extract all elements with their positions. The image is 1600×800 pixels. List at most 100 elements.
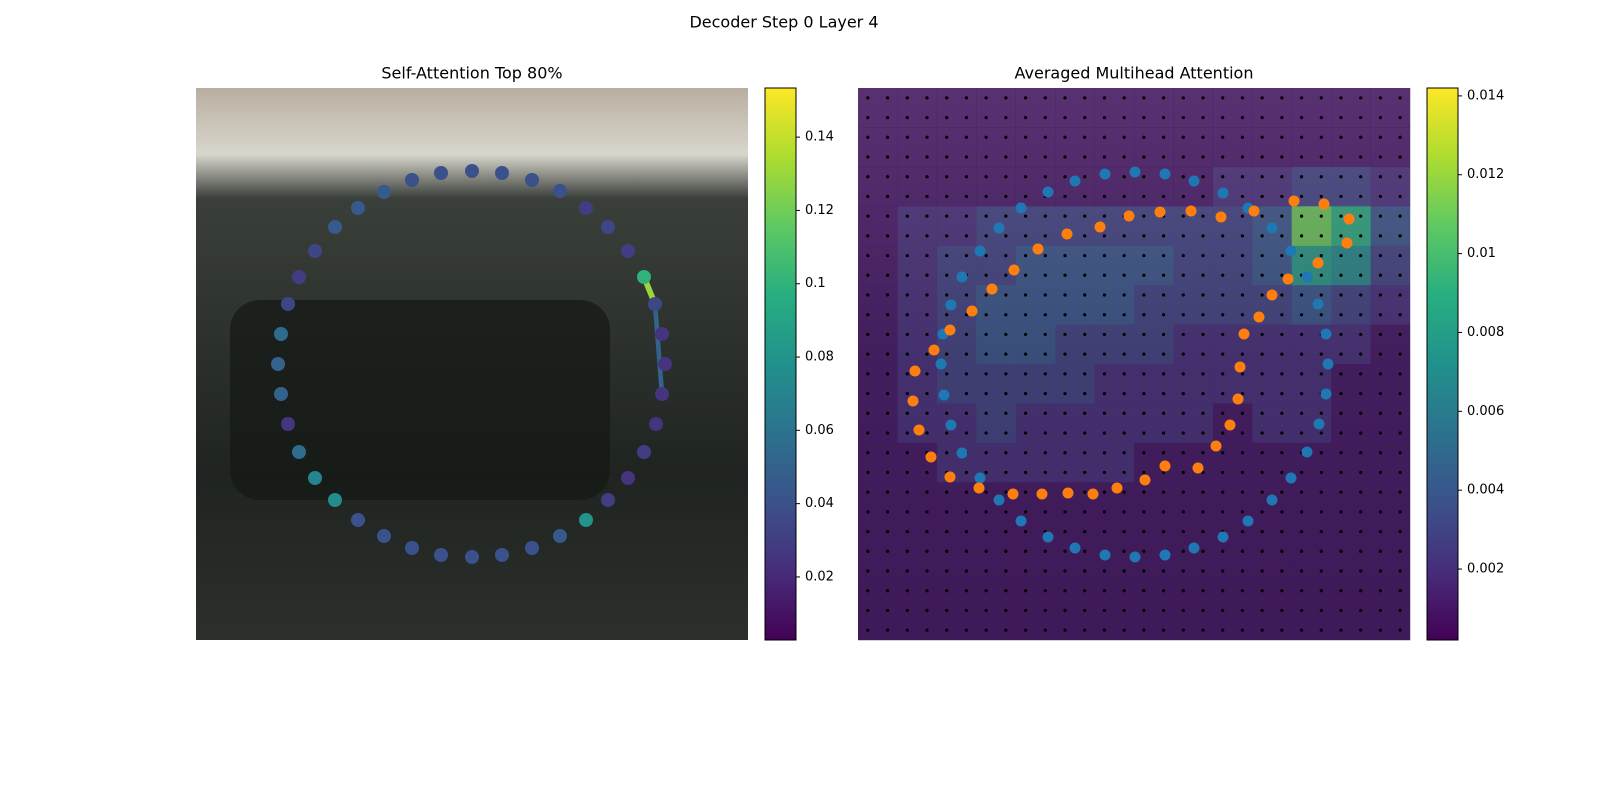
heat-cell bbox=[1015, 324, 1056, 365]
point bbox=[1285, 245, 1297, 257]
grid-dot bbox=[866, 135, 870, 139]
heat-cell bbox=[897, 403, 938, 444]
heat-cell bbox=[1055, 442, 1095, 483]
grid-dot bbox=[1063, 529, 1067, 534]
heat-cell bbox=[1094, 285, 1135, 325]
grid-dot bbox=[1181, 549, 1185, 553]
heat-cell bbox=[1252, 561, 1293, 601]
grid-dot bbox=[1260, 529, 1264, 534]
point bbox=[377, 185, 391, 199]
grid-dot bbox=[1398, 194, 1402, 199]
grid-dot bbox=[1378, 549, 1383, 553]
grid-dot bbox=[885, 628, 890, 632]
point bbox=[966, 305, 978, 317]
heat-cell bbox=[1055, 403, 1095, 444]
grid-dot bbox=[1240, 569, 1245, 573]
grid-dot bbox=[1201, 175, 1205, 179]
grid-dot bbox=[885, 135, 890, 139]
grid-dot bbox=[866, 214, 870, 218]
grid-dot bbox=[1142, 391, 1146, 396]
heat-cell bbox=[897, 482, 938, 523]
grid-dot bbox=[1181, 451, 1185, 455]
heat-cell bbox=[936, 561, 977, 601]
grid-dot bbox=[905, 510, 909, 514]
point bbox=[1062, 487, 1074, 499]
grid-dot bbox=[1299, 628, 1304, 632]
grid-dot bbox=[1181, 214, 1185, 218]
grid-dot bbox=[1280, 372, 1284, 376]
grid-dot bbox=[1102, 96, 1107, 100]
grid-dot bbox=[1004, 253, 1008, 258]
grid-dot bbox=[1083, 608, 1087, 613]
grid-dot bbox=[1339, 273, 1343, 277]
grid-dot bbox=[1221, 470, 1225, 475]
heat-cell bbox=[1252, 521, 1293, 562]
grid-dot bbox=[1181, 332, 1185, 337]
grid-dot bbox=[945, 96, 949, 100]
grid-dot bbox=[1161, 115, 1166, 120]
grid-dot bbox=[1083, 96, 1087, 100]
grid-dot bbox=[1260, 470, 1264, 475]
point bbox=[308, 244, 322, 258]
grid-dot bbox=[1240, 194, 1245, 199]
grid-dot bbox=[1319, 490, 1323, 494]
grid-dot bbox=[1378, 470, 1383, 475]
heat-cell bbox=[1055, 482, 1095, 523]
grid-dot bbox=[1023, 175, 1028, 179]
grid-dot bbox=[1280, 273, 1284, 277]
heat-cell bbox=[1252, 442, 1293, 483]
grid-dot bbox=[1161, 194, 1166, 199]
grid-dot bbox=[1004, 490, 1008, 494]
grid-dot bbox=[1319, 372, 1323, 376]
grid-dot bbox=[1221, 313, 1225, 317]
grid-dot bbox=[945, 214, 949, 218]
grid-dot bbox=[866, 273, 870, 277]
grid-dot bbox=[905, 273, 909, 277]
grid-dot bbox=[1280, 332, 1284, 337]
grid-dot bbox=[1240, 293, 1245, 297]
grid-dot bbox=[1181, 510, 1185, 514]
grid-dot bbox=[925, 411, 929, 415]
grid-dot bbox=[1023, 628, 1028, 632]
heat-cell bbox=[1134, 600, 1174, 641]
grid-dot bbox=[1201, 293, 1205, 297]
grid-dot bbox=[1023, 431, 1028, 435]
grid-dot bbox=[1063, 549, 1067, 553]
grid-dot bbox=[1023, 352, 1028, 356]
heat-cell bbox=[1370, 285, 1411, 325]
grid-dot bbox=[945, 313, 949, 317]
grid-dot bbox=[1102, 529, 1107, 534]
point bbox=[648, 297, 662, 311]
grid-dot bbox=[1083, 391, 1087, 396]
grid-dot bbox=[1339, 569, 1343, 573]
grid-dot bbox=[1043, 391, 1047, 396]
grid-dot bbox=[1280, 431, 1284, 435]
heat-cell bbox=[1094, 600, 1135, 641]
heat-cell bbox=[1370, 521, 1411, 562]
grid-dot bbox=[1043, 273, 1047, 277]
grid-dot bbox=[866, 411, 870, 415]
grid-dot bbox=[1161, 293, 1166, 297]
grid-dot bbox=[1063, 273, 1067, 277]
grid-dot bbox=[1023, 115, 1028, 120]
colorbar-tick-label: 0.014 bbox=[1467, 88, 1504, 103]
grid-dot bbox=[1221, 451, 1225, 455]
grid-dot bbox=[1043, 115, 1047, 120]
grid-dot bbox=[1299, 96, 1304, 100]
grid-dot bbox=[1161, 451, 1166, 455]
point bbox=[1301, 271, 1313, 283]
grid-dot bbox=[1043, 293, 1047, 297]
grid-dot bbox=[1319, 96, 1323, 100]
grid-dot bbox=[1299, 510, 1304, 514]
grid-dot bbox=[1359, 372, 1363, 376]
grid-dot bbox=[1083, 135, 1087, 139]
grid-dot bbox=[925, 313, 929, 317]
point bbox=[1217, 531, 1229, 543]
grid-dot bbox=[1004, 155, 1008, 159]
grid-dot bbox=[1201, 214, 1205, 218]
heat-cell bbox=[1134, 324, 1174, 365]
grid-dot bbox=[1102, 608, 1107, 613]
grid-dot bbox=[1102, 214, 1107, 218]
heat-cell bbox=[1134, 285, 1174, 325]
grid-dot bbox=[1260, 372, 1264, 376]
